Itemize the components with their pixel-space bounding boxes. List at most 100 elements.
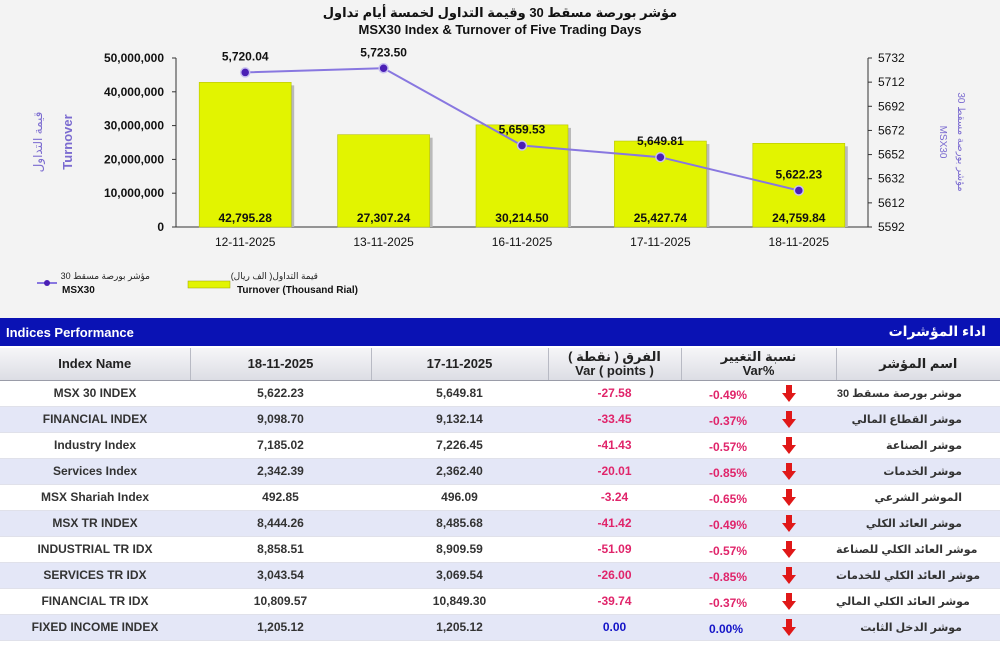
index-name-arabic[interactable]: موشر العائد الكلي للخدمات [836, 562, 1000, 589]
msx30-value-label: 5,723.50 [360, 45, 407, 59]
col-date-current[interactable]: 18-11-2025 [190, 348, 372, 381]
index-name[interactable]: Industry Index [0, 432, 190, 459]
index-name-arabic[interactable]: موشر العائد الكلي للصناعة [836, 536, 1000, 563]
index-name[interactable]: MSX Shariah Index [0, 484, 190, 511]
index-name-arabic[interactable]: موشر بورصة مسقط 30 [836, 380, 1000, 407]
var-percent: -0.37% [681, 588, 836, 615]
index-name-arabic[interactable]: موشر العائد الكلي المالي [836, 588, 1000, 615]
var-percent-value: -0.37% [709, 413, 748, 428]
index-name[interactable]: MSX 30 INDEX [0, 380, 190, 407]
msx30-point [655, 151, 666, 163]
right-axis-label-arabic: مؤشر بورصة مسقط 30 [955, 92, 966, 191]
var-percent: 0.00% [681, 614, 836, 641]
legend-msx30-english: MSX30 [62, 285, 95, 296]
right-axis-label-english: MSX30 [937, 126, 948, 159]
var-points: 0.00 [548, 614, 681, 641]
col-index-name[interactable]: Index Name [0, 348, 191, 381]
turnover-index-chart: مؤشر بورصة مسقط 30 وقيمة التداول لخمسة أ… [31, 4, 966, 296]
col-date-previous[interactable]: 17-11-2025 [371, 348, 549, 381]
var-points: -33.45 [548, 406, 681, 433]
left-axis-label-english: Turnover [60, 114, 75, 169]
chart-title-english: MSX30 Index & Turnover of Five Trading D… [359, 22, 642, 37]
turnover-value-label: 27,307.24 [357, 211, 411, 225]
table-row[interactable]: INDUSTRIAL TR IDX 8,858.51 8,909.59 -51.09 -… [0, 536, 1000, 563]
turnover-value-label: 25,427.74 [634, 211, 688, 225]
arrow-down-icon [782, 514, 796, 532]
var-points: -39.74 [548, 588, 681, 615]
value-previous: 1,205.12 [371, 614, 548, 641]
var-percent: -0.37% [681, 406, 836, 433]
value-previous: 5,649.81 [371, 380, 548, 407]
turnover-value-label: 30,214.50 [495, 211, 549, 225]
right-axis-ticks: 5592 5612 5632 5652 5672 5692 5712 5732 [868, 51, 905, 234]
value-previous: 7,226.45 [371, 432, 548, 459]
right-tick-label: 5672 [878, 123, 905, 137]
var-percent: -0.49% [681, 510, 836, 537]
legend-line-icon [44, 280, 50, 286]
left-axis-label-arabic: قيمة التداول [31, 112, 46, 173]
var-points: -41.43 [548, 432, 681, 459]
arrow-down-icon [782, 410, 796, 428]
header-title-english: Indices Performance [6, 325, 134, 340]
turnover-bars [198, 82, 848, 228]
indices-performance-header: Indices Performance اداء المؤشرات [0, 318, 1000, 346]
index-name[interactable]: SERVICES TR IDX [0, 562, 190, 589]
x-axis-date-label: 18-11-2025 [769, 235, 830, 249]
var-percent: -0.85% [681, 458, 836, 485]
table-row[interactable]: Services Index 2,342.39 2,362.40 -20.01 -0.8… [0, 458, 1000, 485]
right-tick-label: 5652 [878, 148, 905, 162]
value-current: 8,444.26 [190, 510, 371, 537]
msx30-point [516, 140, 528, 151]
right-tick-label: 5612 [878, 196, 905, 210]
var-percent-value: -0.57% [709, 439, 748, 454]
value-current: 3,043.54 [190, 562, 371, 589]
index-name-arabic[interactable]: موشر العائد الكلي [836, 510, 1000, 537]
index-name-arabic[interactable]: الموشر الشرعي [836, 484, 1000, 511]
chart-legend: مؤشر بورصة مسقط 30 MSX30 قيمة التداول( ا… [37, 271, 358, 296]
right-tick-label: 5592 [878, 220, 905, 234]
col-index-name-arabic[interactable]: اسم المؤشر [836, 348, 1000, 381]
index-name[interactable]: FIXED INCOME INDEX [0, 614, 190, 641]
index-name[interactable]: FINANCIAL INDEX [0, 406, 190, 433]
table-row[interactable]: FINANCIAL TR IDX 10,809.57 10,849.30 -39.74… [0, 588, 1000, 615]
index-name[interactable]: Services Index [0, 458, 190, 485]
arrow-down-icon [782, 384, 796, 402]
index-name-arabic[interactable]: موشر الدخل الثابت [836, 614, 1000, 641]
legend-bar-icon [187, 280, 231, 289]
index-name[interactable]: INDUSTRIAL TR IDX [0, 536, 190, 563]
var-percent: -0.49% [681, 380, 836, 407]
index-name-arabic[interactable]: موشر القطاع المالي [836, 406, 1000, 433]
index-name-arabic[interactable]: موشر الصناعة [836, 432, 1000, 459]
index-name[interactable]: FINANCIAL TR IDX [0, 588, 190, 615]
chart-panel: مؤشر بورصة مسقط 30 وقيمة التداول لخمسة أ… [0, 0, 1000, 318]
msx30-point [239, 67, 251, 78]
col-var-points[interactable]: الفرق ( نقطة ) Var ( points ) [548, 348, 682, 381]
var-percent-value: 0.00% [709, 621, 744, 636]
msx30-value-label: 5,622.23 [775, 168, 822, 182]
table-row[interactable]: FIXED INCOME INDEX 1,205.12 1,205.12 0.00 0.… [0, 614, 1000, 641]
table-row[interactable]: MSX Shariah Index 492.85 496.09 -3.24 -0.65%… [0, 484, 1000, 511]
value-current: 492.85 [190, 484, 371, 511]
msx30-markers [239, 63, 805, 196]
table-header-row: Index Name 18-11-2025 17-11-2025 الفرق (… [0, 348, 1000, 381]
legend-item-msx30: مؤشر بورصة مسقط 30 MSX30 [37, 271, 150, 296]
col-var-percent[interactable]: نسبة التغيير Var% [681, 348, 837, 381]
table-row[interactable]: Industry Index 7,185.02 7,226.45 -41.43 -0.5… [0, 432, 1000, 459]
header-title-arabic: اداء المؤشرات [888, 323, 986, 339]
index-name-arabic[interactable]: موشر الخدمات [836, 458, 1000, 485]
right-tick-label: 5732 [878, 51, 905, 65]
turnover-value-label: 42,795.28 [219, 211, 273, 225]
msx30-value-label: 5,659.53 [499, 122, 546, 136]
left-tick-label: 20,000,000 [104, 152, 164, 166]
chart-title-arabic: مؤشر بورصة مسقط 30 وقيمة التداول لخمسة أ… [323, 4, 677, 21]
left-tick-label: 0 [157, 220, 164, 234]
table-row[interactable]: SERVICES TR IDX 3,043.54 3,069.54 -26.00 -0.… [0, 562, 1000, 589]
var-percent-value: -0.65% [709, 491, 748, 506]
table-row[interactable]: FINANCIAL INDEX 9,098.70 9,132.14 -33.45 -0.… [0, 406, 1000, 433]
index-name[interactable]: MSX TR INDEX [0, 510, 190, 537]
left-tick-label: 50,000,000 [104, 51, 164, 65]
table-row[interactable]: MSX 30 INDEX 5,622.23 5,649.81 -27.58 -0.49%… [0, 380, 1000, 407]
table-row[interactable]: MSX TR INDEX 8,444.26 8,485.68 -41.42 -0.49%… [0, 510, 1000, 537]
legend-turnover-arabic: قيمة التداول( الف ريال) [231, 271, 318, 281]
legend-turnover-english: Turnover (Thousand Rial) [237, 285, 358, 296]
